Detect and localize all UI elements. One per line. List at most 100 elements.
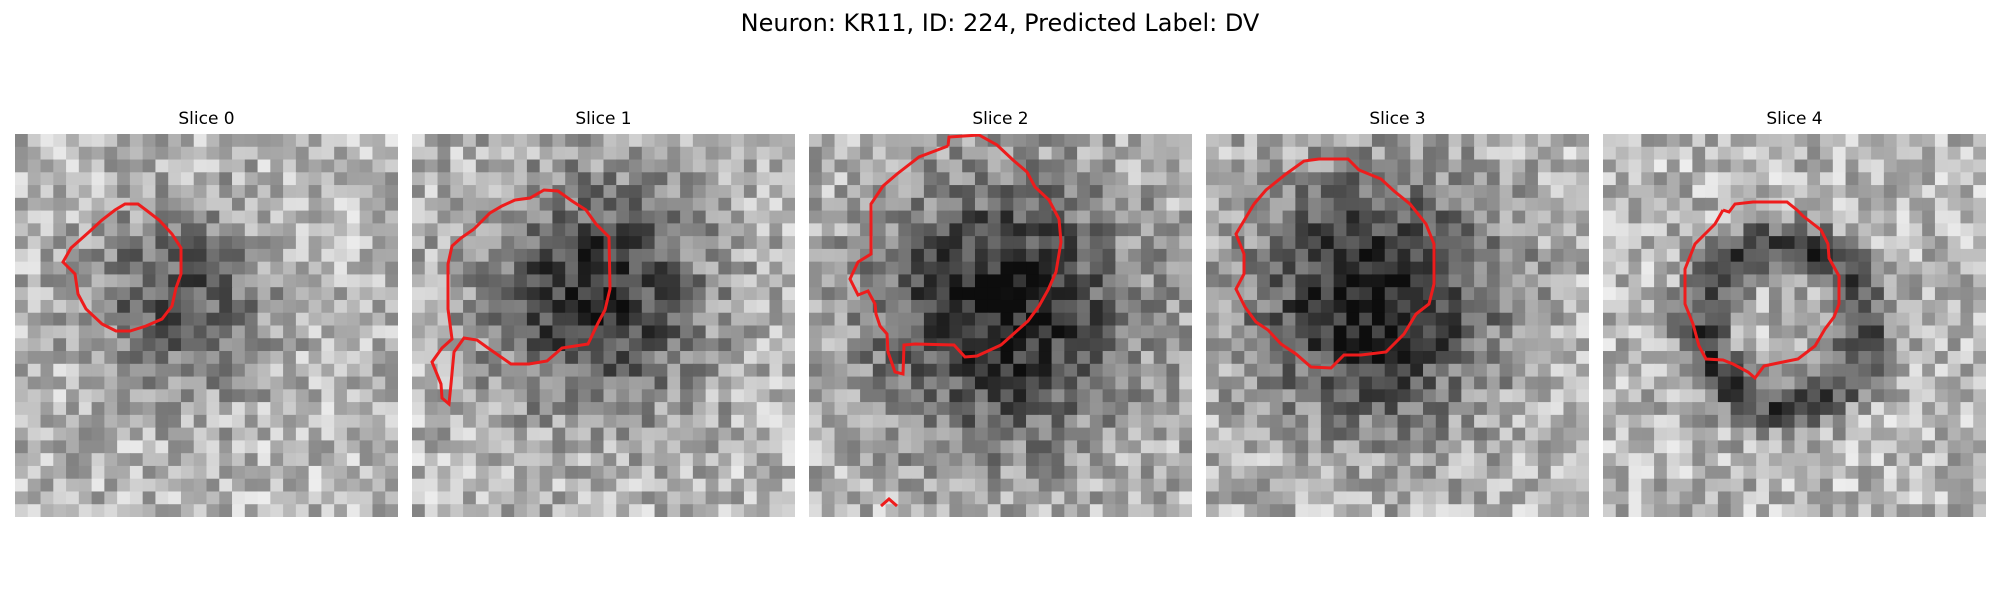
image-pixel — [207, 211, 220, 224]
image-pixel — [1090, 466, 1103, 479]
image-pixel — [1308, 351, 1321, 364]
image-pixel — [988, 274, 1001, 287]
image-pixel — [258, 147, 271, 160]
image-pixel — [309, 389, 322, 402]
image-pixel — [629, 338, 642, 351]
image-pixel — [591, 364, 604, 377]
image-pixel — [782, 172, 795, 185]
image-pixel — [1461, 262, 1474, 275]
image-pixel — [1718, 313, 1731, 326]
image-pixel — [757, 415, 770, 428]
image-pixel — [873, 389, 886, 402]
image-pixel — [975, 198, 988, 211]
image-pixel — [438, 172, 451, 185]
image-pixel — [962, 428, 975, 441]
image-pixel — [1820, 479, 1833, 492]
image-pixel — [1973, 338, 1986, 351]
image-pixel — [667, 504, 680, 517]
image-pixel — [604, 326, 617, 339]
image-pixel — [1001, 389, 1014, 402]
image-pixel — [1461, 338, 1474, 351]
image-pixel — [360, 440, 373, 453]
image-pixel — [706, 389, 719, 402]
image-pixel — [1346, 249, 1359, 262]
image-pixel — [1858, 134, 1871, 147]
image-pixel — [1270, 287, 1283, 300]
image-pixel — [1283, 185, 1296, 198]
image-pixel — [1512, 389, 1525, 402]
image-pixel — [1039, 402, 1052, 415]
image-pixel — [360, 313, 373, 326]
image-pixel — [937, 223, 950, 236]
image-pixel — [1525, 491, 1538, 504]
image-pixel — [757, 211, 770, 224]
image-pixel — [1423, 504, 1436, 517]
image-pixel — [309, 466, 322, 479]
image-pixel — [1935, 428, 1948, 441]
image-pixel — [1026, 249, 1039, 262]
image-pixel — [1948, 211, 1961, 224]
image-pixel — [655, 198, 668, 211]
image-pixel — [1563, 211, 1576, 224]
image-pixel — [1346, 134, 1359, 147]
image-pixel — [769, 453, 782, 466]
image-pixel — [1257, 172, 1270, 185]
image-pixel — [1897, 185, 1910, 198]
image-pixel — [565, 274, 578, 287]
image-pixel — [53, 466, 66, 479]
image-pixel — [1538, 479, 1551, 492]
image-pixel — [629, 160, 642, 173]
image-pixel — [501, 274, 514, 287]
image-pixel — [438, 364, 451, 377]
image-pixel — [489, 223, 502, 236]
image-pixel — [41, 338, 54, 351]
image-pixel — [1871, 262, 1884, 275]
image-pixel — [731, 364, 744, 377]
image-pixel — [642, 287, 655, 300]
image-pixel — [1128, 453, 1141, 466]
image-pixel — [155, 185, 168, 198]
image-pixel — [207, 466, 220, 479]
image-pixel — [15, 389, 28, 402]
image-pixel — [1141, 466, 1154, 479]
image-pixel — [1935, 300, 1948, 313]
image-pixel — [1500, 428, 1513, 441]
image-pixel — [1909, 491, 1922, 504]
image-pixel — [1525, 160, 1538, 173]
image-pixel — [616, 172, 629, 185]
image-pixel — [1718, 147, 1731, 160]
image-pixel — [898, 236, 911, 249]
image-pixel — [975, 236, 988, 249]
image-pixel — [769, 364, 782, 377]
image-pixel — [937, 211, 950, 224]
image-pixel — [642, 402, 655, 415]
image-pixel — [975, 479, 988, 492]
image-pixel — [1141, 274, 1154, 287]
image-pixel — [53, 479, 66, 492]
image-pixel — [1769, 504, 1782, 517]
image-pixel — [962, 479, 975, 492]
image-pixel — [15, 402, 28, 415]
image-pixel — [117, 389, 130, 402]
image-pixel — [207, 326, 220, 339]
image-pixel — [117, 428, 130, 441]
image-pixel — [232, 326, 245, 339]
image-pixel — [360, 389, 373, 402]
image-pixel — [41, 249, 54, 262]
image-pixel — [1064, 415, 1077, 428]
image-pixel — [219, 274, 232, 287]
image-pixel — [1461, 249, 1474, 262]
image-pixel — [1909, 453, 1922, 466]
image-pixel — [1077, 415, 1090, 428]
image-pixel — [1474, 147, 1487, 160]
image-pixel — [706, 491, 719, 504]
image-pixel — [1960, 198, 1973, 211]
image-pixel — [425, 377, 438, 390]
image-pixel — [334, 300, 347, 313]
image-pixel — [1001, 491, 1014, 504]
image-pixel — [782, 504, 795, 517]
image-pixel — [1039, 351, 1052, 364]
image-pixel — [1064, 402, 1077, 415]
image-pixel — [540, 313, 553, 326]
image-pixel — [450, 440, 463, 453]
